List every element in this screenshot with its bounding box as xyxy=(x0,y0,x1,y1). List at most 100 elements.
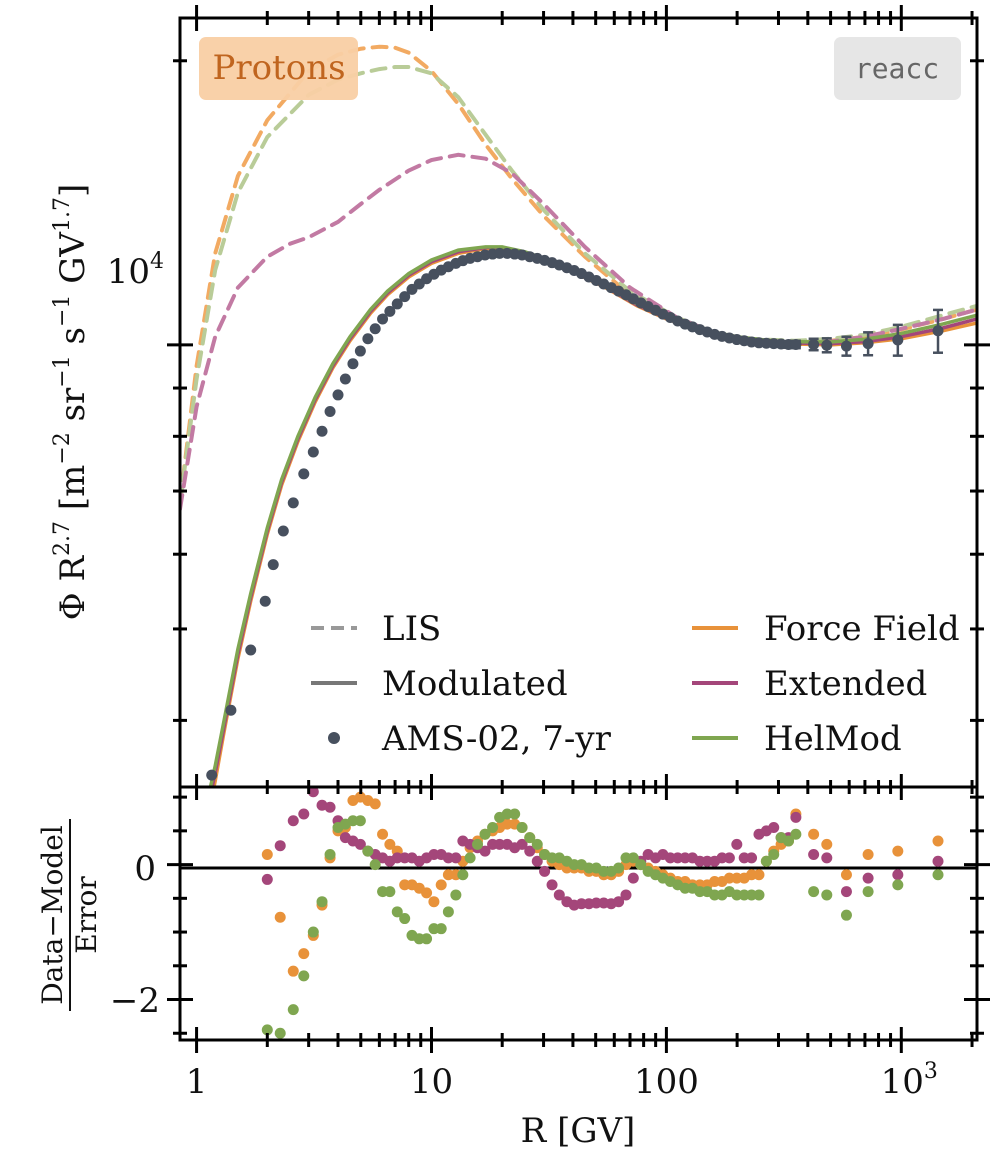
helmod-residual-point xyxy=(821,889,833,901)
extended-residual-point xyxy=(731,838,743,850)
extended-residual-point xyxy=(932,855,944,867)
top-panel-plot xyxy=(180,44,977,787)
force-field-residual-point xyxy=(377,828,389,840)
helmod-residual-point xyxy=(421,933,433,945)
helmod-residual-point xyxy=(627,852,639,864)
top-y-tick-label: 104 xyxy=(107,249,164,292)
force-field-residual-point xyxy=(384,838,396,850)
force-field-residual-point xyxy=(428,896,440,908)
ams02-point xyxy=(840,340,852,352)
extended-residual-point xyxy=(287,815,299,827)
ams02-point xyxy=(287,497,299,509)
species-tag: Protons xyxy=(212,48,345,88)
extended-residual-point xyxy=(620,889,632,901)
force-field-residual-point xyxy=(808,828,820,840)
extended-residual-point xyxy=(790,811,802,823)
extended-residual-point xyxy=(298,808,310,820)
ams02-point xyxy=(862,338,874,350)
x-tick-label-1000: 103 xyxy=(881,1059,938,1102)
ams02-point xyxy=(324,405,336,417)
helmod-residual-point xyxy=(472,838,484,850)
helmod-residual-point xyxy=(442,906,454,918)
species-tag-box xyxy=(199,37,358,100)
extended-residual-point xyxy=(539,865,551,877)
bottom-y-tick-labels: 0 −2 xyxy=(110,849,160,1021)
x-tick-label-10: 10 xyxy=(410,1062,453,1102)
ams02-point xyxy=(790,338,802,350)
helmod-residual-point xyxy=(840,909,852,921)
extended-residual-point xyxy=(307,787,319,798)
extended-residual-point xyxy=(892,869,904,881)
ams02-point xyxy=(932,325,944,337)
helmod-residual-point xyxy=(753,889,765,901)
ams02-point xyxy=(494,247,506,259)
helmod-residual-point xyxy=(768,848,780,860)
ams02-point xyxy=(316,425,328,437)
bottom-y-label-denominator: Error xyxy=(70,876,103,954)
legend-ams02-swatch xyxy=(328,732,340,744)
extended-residual-point xyxy=(553,889,565,901)
ams02-point xyxy=(206,769,218,781)
helmod-residual-point xyxy=(479,828,491,840)
force-field-residual-point xyxy=(821,838,833,850)
helmod-residual-point xyxy=(531,838,543,850)
force-field-residual-point xyxy=(298,948,310,960)
lis-extended-curve xyxy=(180,152,977,511)
extended-residual-point xyxy=(840,886,852,898)
legend-lis-label: LIS xyxy=(382,609,441,649)
ams02-point xyxy=(377,313,389,325)
x-axis-label: R [GV] xyxy=(521,1111,636,1151)
helmod-residual-point xyxy=(635,859,647,871)
extended-residual-point xyxy=(531,855,543,867)
bottom-panel-frame xyxy=(178,785,979,1042)
ams02-point xyxy=(347,358,359,370)
force-field-residual-point xyxy=(435,879,447,891)
extended-residual-point xyxy=(450,852,462,864)
ams02-point xyxy=(225,704,237,716)
helmod-residual-point xyxy=(354,815,366,827)
ams02-point xyxy=(277,525,289,537)
x-tick-label-100: 100 xyxy=(634,1062,699,1102)
ams02-point xyxy=(821,339,833,351)
extended-residual-point xyxy=(723,852,735,864)
helmod-residual-point xyxy=(287,1004,299,1016)
helmod-residual-point xyxy=(464,852,476,864)
bottom-y-tick-label-neg2: −2 xyxy=(110,981,160,1021)
extended-residual-point xyxy=(516,838,528,850)
legend-helmod-label: HelMod xyxy=(764,719,902,759)
helmod-residual-point xyxy=(399,913,411,925)
model-tag: reacc xyxy=(855,52,939,85)
helmod-residual-point xyxy=(783,835,795,847)
ams02-point xyxy=(298,468,310,480)
force-field-residual-point xyxy=(932,835,944,847)
bottom-y-tick-label-0: 0 xyxy=(134,849,156,889)
helmod-residual-point xyxy=(457,869,469,881)
force-field-residual-point xyxy=(862,848,874,860)
extended-residual-point xyxy=(524,845,536,857)
force-field-residual-point xyxy=(369,798,381,810)
helmod-residual-point xyxy=(509,808,521,820)
ams02-point xyxy=(354,345,366,357)
force-field-residual-point xyxy=(287,965,299,977)
extended-residual-point xyxy=(613,896,625,908)
helmod-residual-point xyxy=(862,886,874,898)
extended-residual-point xyxy=(627,872,639,884)
helmod-residual-point xyxy=(369,859,381,871)
force-field-residual-point xyxy=(892,845,904,857)
extended-residual-point xyxy=(494,838,506,850)
legend-extended-label: Extended xyxy=(764,664,927,704)
extended-residual-point xyxy=(746,852,758,864)
force-field-residual-point xyxy=(421,887,433,899)
helmod-residual-point xyxy=(790,828,802,840)
residual-plot xyxy=(261,787,944,1039)
extended-residual-point xyxy=(261,873,273,885)
ams02-point xyxy=(259,595,271,607)
ams02-point xyxy=(362,333,374,345)
x-tick-label-1: 1 xyxy=(186,1062,208,1102)
extended-residual-point xyxy=(808,848,820,860)
helmod-residual-point xyxy=(450,889,462,901)
extended-residual-point xyxy=(546,879,558,891)
ams02-point xyxy=(369,323,381,335)
extended-residual-point xyxy=(862,872,874,884)
